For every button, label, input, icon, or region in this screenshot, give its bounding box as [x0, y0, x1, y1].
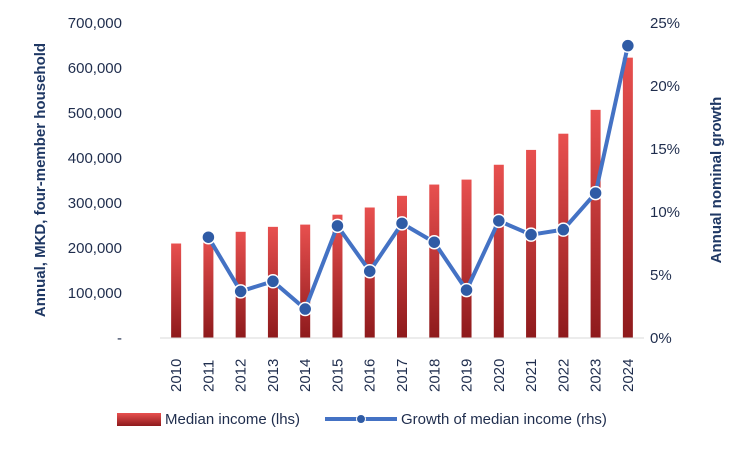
- bar: [461, 179, 472, 338]
- bar: [332, 214, 343, 338]
- line-point: [362, 263, 377, 279]
- bar: [203, 235, 214, 338]
- left-axis-title: Annual, MKD, four-member household: [32, 43, 49, 317]
- x-tick-label: 2016: [362, 359, 379, 392]
- legend-bar-swatch: [117, 412, 161, 426]
- line-point: [265, 274, 281, 289]
- left-tick-label: 100,000: [68, 285, 122, 302]
- x-tick-label: 2023: [588, 359, 605, 392]
- legend-line-label: Growth of median income (rhs): [401, 410, 607, 428]
- line-point: [620, 38, 636, 53]
- left-tick-label: 300,000: [68, 195, 122, 212]
- line-point: [427, 234, 442, 250]
- line-point: [491, 213, 507, 229]
- x-tick-label: 2013: [265, 359, 282, 392]
- line-series: [201, 38, 636, 317]
- right-tick-label: 15%: [650, 141, 680, 158]
- legend-item-bar: Median income (lhs): [117, 404, 300, 434]
- bar: [397, 195, 407, 338]
- line-point: [459, 282, 474, 298]
- x-tick-label: 2017: [394, 359, 411, 392]
- left-tick-label: 400,000: [68, 150, 122, 167]
- x-tick-label: 2014: [297, 359, 314, 392]
- legend-line-swatch: [325, 412, 397, 426]
- right-axis-ticks: 0% 5% 10% 15% 20% 25%: [650, 15, 680, 347]
- left-axis-ticks: - 100,000 200,000 300,000 400,000 500,000 600,…: [68, 15, 122, 347]
- line-point: [233, 284, 248, 299]
- right-axis-title: Annual nominal growth: [708, 97, 725, 264]
- x-tick-label: 2020: [491, 359, 508, 392]
- x-tick-label: 2012: [233, 359, 250, 392]
- x-tick-label: 2018: [426, 359, 443, 392]
- line-point: [297, 301, 313, 317]
- x-tick-label: 2022: [555, 359, 572, 392]
- bar: [171, 243, 182, 338]
- left-tick-label: -: [117, 330, 122, 347]
- bar: [526, 149, 537, 338]
- x-tick-label: 2019: [459, 359, 476, 392]
- left-tick-label: 700,000: [68, 15, 122, 32]
- x-tick-label: 2015: [329, 359, 346, 392]
- line-point: [201, 229, 216, 245]
- right-tick-label: 25%: [650, 15, 680, 32]
- left-tick-label: 600,000: [68, 60, 122, 77]
- bar: [493, 164, 504, 338]
- line-point: [523, 227, 539, 242]
- x-tick-label: 2024: [620, 359, 637, 392]
- legend-bar-label: Median income (lhs): [165, 410, 301, 428]
- chart: - 100,000 200,000 300,000 400,000 500,000 600,…: [32, 15, 725, 392]
- right-tick-label: 0%: [650, 330, 672, 347]
- line-point: [556, 222, 571, 237]
- x-tick-label: 2011: [200, 360, 217, 392]
- right-tick-label: 20%: [650, 78, 680, 95]
- left-tick-label: 500,000: [68, 105, 122, 122]
- right-tick-label: 5%: [650, 267, 672, 284]
- bar: [622, 57, 633, 339]
- legend: Median income (lhs) Growth of median inc…: [0, 404, 750, 434]
- bar: [300, 224, 311, 338]
- bar: [429, 184, 440, 338]
- bar: [590, 109, 601, 338]
- line-point: [330, 218, 345, 234]
- legend-item-line: Growth of median income (rhs): [325, 404, 607, 434]
- left-tick-label: 200,000: [68, 240, 122, 257]
- line-point: [588, 185, 603, 201]
- line-point: [394, 216, 410, 231]
- x-tick-label: 2010: [168, 359, 185, 392]
- right-tick-label: 10%: [650, 204, 680, 221]
- x-axis-ticks: 2010 2011 2012 2013 2014 2015 2016 2017 2018 2019…: [168, 359, 637, 392]
- x-tick-label: 2021: [523, 359, 540, 392]
